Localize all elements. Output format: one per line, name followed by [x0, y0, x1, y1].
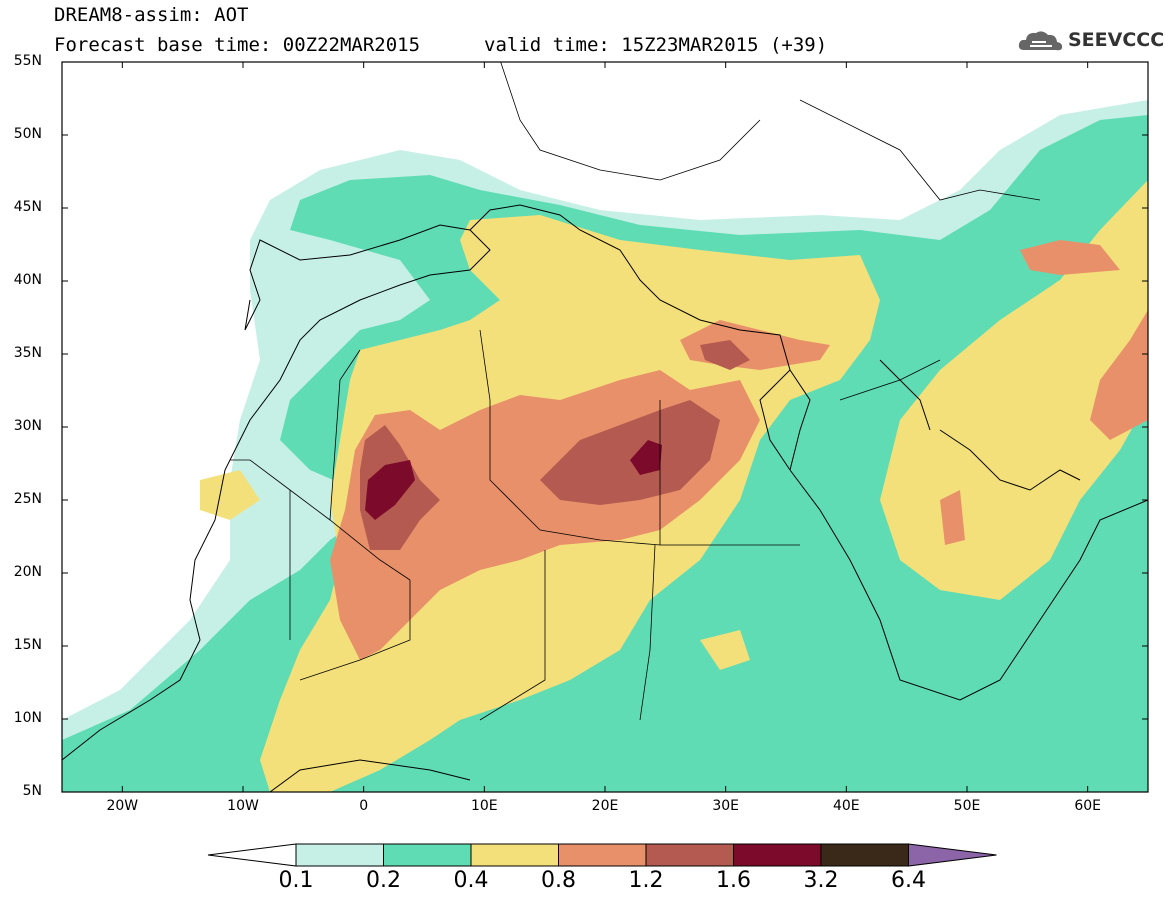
colorbar-label: 0.1: [278, 868, 314, 893]
seevccc-logo: SEEVCCC: [1016, 26, 1164, 56]
valid-time-label: valid time: 15Z23MAR2015 (+39): [484, 34, 828, 56]
colorbar-label: 0.8: [541, 868, 576, 893]
colorbar-label: 0.2: [366, 868, 401, 893]
base-time-label: Forecast base time: 00Z22MAR2015: [54, 34, 421, 56]
lat-label: 30N: [13, 418, 42, 434]
lon-label: 30E: [712, 798, 739, 814]
lon-label: 10W: [227, 798, 259, 814]
colorbar-label: 1.6: [716, 868, 751, 893]
lat-label: 20N: [13, 564, 42, 580]
lat-label: 25N: [13, 491, 42, 507]
axis-ticks: [62, 61, 1148, 793]
lat-label: 10N: [13, 710, 42, 726]
lat-label: 40N: [13, 272, 42, 288]
coastlines: [62, 204, 1148, 792]
colorbar-label: 0.4: [453, 868, 489, 893]
chart-title: DREAM8-assim: AOT: [54, 4, 249, 26]
lon-label: 10E: [470, 798, 498, 814]
lat-label: 5N: [22, 783, 42, 799]
lat-label: 15N: [13, 637, 42, 653]
lon-label: 20W: [106, 798, 139, 814]
lat-label: 50N: [13, 126, 42, 142]
lon-label: 0: [359, 798, 369, 814]
logo-text: SEEVCCC: [1068, 29, 1165, 51]
lat-label: 35N: [13, 345, 42, 361]
country-borders: [230, 62, 1041, 721]
lat-label: 55N: [13, 53, 42, 69]
cloud-icon: [1018, 31, 1063, 51]
lon-label: 60E: [1074, 798, 1101, 814]
colorbar-label: 6.4: [891, 868, 926, 893]
colorbar-label: 1.2: [628, 868, 664, 893]
colorbar-label: 3.2: [803, 868, 839, 893]
aot-field: [62, 100, 1148, 792]
lat-label: 45N: [13, 199, 42, 215]
lon-label: 50E: [953, 798, 981, 814]
lon-label: 40E: [832, 798, 860, 814]
lon-label: 20E: [591, 798, 619, 814]
